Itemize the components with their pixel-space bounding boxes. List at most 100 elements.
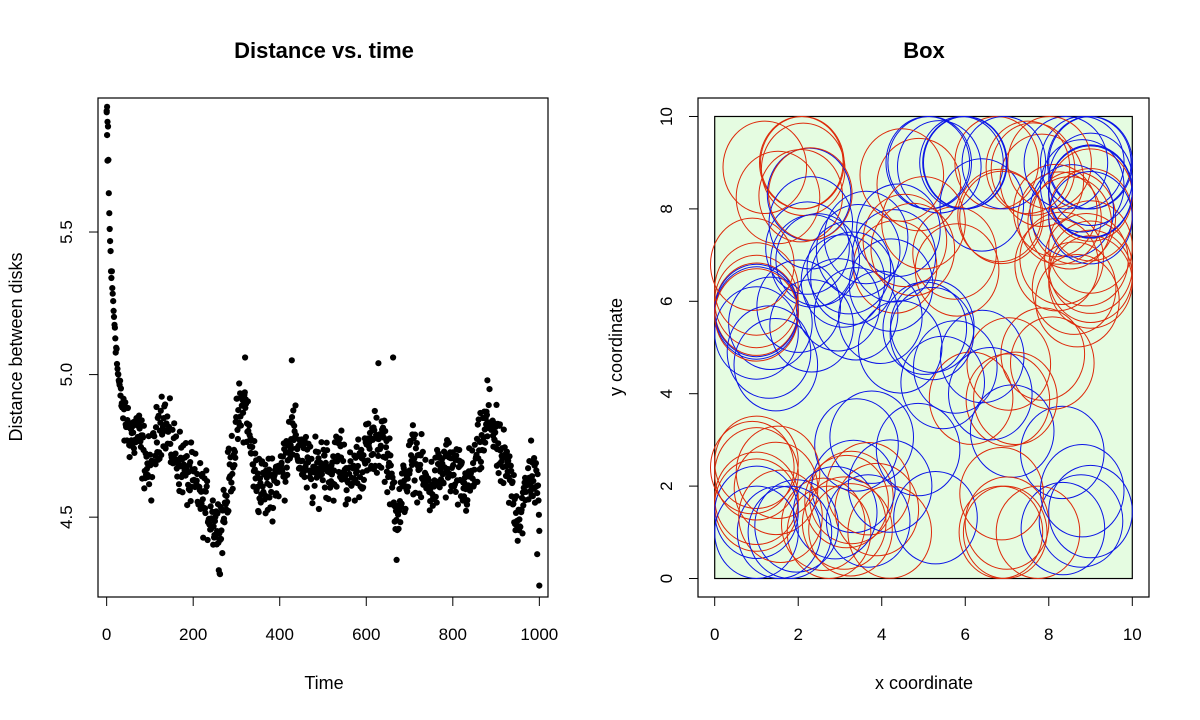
data-point	[169, 426, 176, 433]
data-point	[111, 324, 118, 331]
data-point	[364, 457, 371, 464]
data-point	[203, 483, 210, 490]
data-point	[106, 225, 113, 233]
disk-circle	[1039, 139, 1125, 233]
data-point	[194, 470, 201, 478]
data-point	[204, 536, 211, 544]
data-point	[369, 450, 377, 458]
right-x-axis-label: x coordinate	[875, 673, 973, 693]
disk-circle	[722, 120, 808, 215]
data-point	[375, 360, 382, 367]
data-point	[330, 467, 338, 474]
disk-circle	[995, 485, 1081, 579]
data-point	[318, 439, 325, 446]
x-tick-label: 4	[877, 625, 886, 644]
data-point	[425, 476, 432, 484]
disk-circle	[959, 170, 1044, 265]
data-point	[343, 487, 350, 494]
left-plot-frame	[97, 97, 549, 598]
data-point	[216, 571, 224, 578]
disk-circle	[838, 270, 923, 364]
data-point	[235, 407, 242, 414]
disk-circle	[870, 202, 956, 297]
data-point	[183, 453, 190, 460]
data-point	[197, 460, 204, 467]
data-point	[463, 507, 470, 514]
disk-circle	[851, 209, 937, 303]
data-point	[110, 313, 118, 320]
data-point	[232, 454, 239, 461]
disk-circle	[1020, 481, 1106, 576]
right-panel: Box 0 2 4 6 8 10 0 2 4 6 8 10 x coordinate y coord…	[606, 38, 1150, 693]
data-point	[191, 466, 198, 473]
data-point	[440, 480, 447, 487]
data-point	[112, 335, 119, 342]
data-point	[474, 421, 481, 428]
right-disks	[710, 116, 1133, 579]
data-point	[221, 519, 228, 526]
disk-circle	[781, 477, 866, 571]
data-point	[225, 507, 232, 515]
data-point	[456, 446, 463, 454]
disk-circle	[810, 231, 895, 325]
data-point	[360, 452, 367, 459]
data-point	[371, 407, 378, 415]
data-point	[301, 474, 308, 481]
data-point	[136, 412, 143, 419]
data-point	[417, 461, 424, 468]
data-point	[228, 479, 235, 486]
x-tick-label: 400	[266, 625, 294, 644]
disk-circle	[1047, 116, 1132, 210]
disk-circle	[939, 158, 1025, 252]
data-point	[411, 477, 418, 484]
data-point	[536, 527, 543, 535]
data-point	[441, 448, 448, 455]
data-point	[123, 437, 131, 444]
data-point	[104, 103, 111, 110]
x-tick-label: 2	[793, 625, 802, 644]
y-tick-label: 8	[657, 204, 676, 213]
data-point	[519, 530, 526, 537]
data-point	[224, 498, 231, 505]
data-point	[373, 469, 380, 476]
data-point	[246, 422, 253, 429]
disk-circle	[738, 469, 823, 563]
data-point	[516, 516, 523, 523]
data-point	[243, 438, 250, 445]
data-point	[520, 502, 527, 509]
data-point	[340, 457, 347, 465]
disk-circle	[900, 335, 986, 430]
data-point	[219, 550, 226, 557]
data-point	[534, 490, 541, 497]
disk-circle	[985, 120, 1071, 215]
data-point	[386, 435, 393, 442]
data-point	[122, 399, 129, 406]
data-point	[354, 462, 361, 470]
data-point	[321, 452, 328, 459]
left-chart-title: Distance vs. time	[234, 38, 414, 63]
data-point	[207, 503, 214, 510]
data-point	[360, 476, 367, 483]
disk-circle	[876, 137, 962, 232]
data-point	[104, 157, 111, 164]
data-point	[172, 433, 180, 440]
data-point	[325, 495, 332, 503]
data-point	[330, 453, 337, 460]
data-point	[309, 494, 316, 501]
data-point	[525, 496, 532, 503]
data-point	[495, 470, 502, 477]
data-point	[229, 470, 236, 477]
data-point	[182, 440, 189, 447]
data-point	[162, 445, 169, 452]
y-tick-label: 6	[657, 297, 676, 306]
data-point	[288, 445, 295, 452]
data-point	[528, 473, 536, 480]
disk-circle	[1023, 116, 1109, 210]
disk-circle	[1048, 200, 1133, 294]
data-point	[146, 451, 154, 458]
data-point	[114, 365, 121, 372]
data-point	[124, 404, 131, 412]
data-point	[266, 482, 273, 489]
disk-circle	[1048, 235, 1133, 329]
data-point	[431, 467, 439, 474]
